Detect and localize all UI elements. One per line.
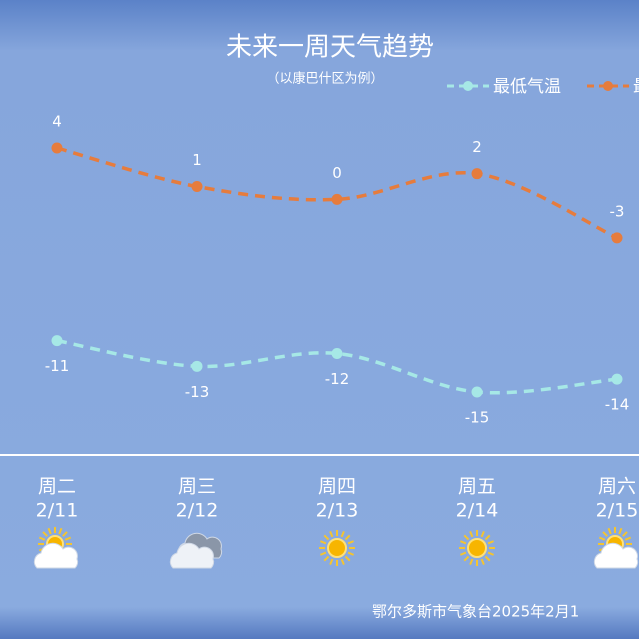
sun-ray bbox=[347, 551, 355, 556]
sun-ray bbox=[58, 527, 63, 535]
sun-ray bbox=[463, 534, 470, 541]
legend-marker bbox=[463, 81, 473, 91]
temp-point bbox=[331, 347, 343, 359]
sun-ray bbox=[607, 527, 612, 535]
temp-point bbox=[611, 232, 623, 244]
temp-point bbox=[331, 193, 343, 205]
temp-point bbox=[191, 181, 203, 193]
sun-ray bbox=[463, 555, 470, 562]
sun-ray bbox=[469, 558, 474, 566]
sun-ray bbox=[469, 530, 474, 538]
value-label: -11 bbox=[45, 357, 70, 375]
sun-ray bbox=[598, 536, 606, 541]
sun-ray bbox=[340, 558, 345, 566]
sun-ray bbox=[347, 540, 355, 545]
cloud bbox=[593, 542, 639, 569]
sun-ray bbox=[323, 555, 330, 562]
value-label: -3 bbox=[610, 202, 625, 220]
weather-icon bbox=[33, 527, 79, 569]
temp-point bbox=[471, 168, 483, 180]
sun-ray bbox=[42, 531, 48, 537]
sun-ray bbox=[459, 551, 467, 556]
chart-title: 未来一周天气趋势 bbox=[226, 33, 434, 63]
date-label: 2/11 bbox=[36, 500, 79, 522]
temp-point bbox=[51, 142, 63, 154]
x-tick-label: 周四 bbox=[318, 476, 356, 498]
temp-point bbox=[191, 360, 203, 372]
date-label: 2/14 bbox=[456, 500, 499, 522]
sun-ray bbox=[344, 534, 351, 541]
legend-label: 最 bbox=[633, 77, 639, 97]
value-label: 0 bbox=[332, 164, 342, 182]
sun-ray bbox=[38, 536, 46, 541]
sun-ray bbox=[64, 536, 72, 541]
sun-ray bbox=[484, 534, 491, 541]
sun-ray bbox=[480, 558, 485, 566]
value-label: -14 bbox=[605, 396, 630, 414]
value-label: 2 bbox=[472, 138, 482, 156]
legend-label: 最低气温 bbox=[493, 77, 561, 97]
x-tick-label: 周三 bbox=[178, 476, 216, 498]
weather-icon bbox=[319, 530, 355, 566]
value-label: -13 bbox=[185, 383, 210, 401]
temp-point bbox=[611, 373, 623, 385]
sun bbox=[467, 538, 487, 558]
chart-subtitle: （以康巴什区为例） bbox=[266, 71, 383, 87]
x-tick-label: 周五 bbox=[458, 476, 496, 498]
weather-icon bbox=[593, 527, 639, 569]
date-label: 2/13 bbox=[316, 500, 359, 522]
temp-point bbox=[51, 335, 63, 347]
sun-ray bbox=[62, 531, 68, 537]
temp-point bbox=[471, 386, 483, 398]
value-label: -12 bbox=[325, 370, 350, 388]
sun-ray bbox=[459, 540, 467, 545]
cloud bbox=[169, 542, 215, 569]
sun-ray bbox=[487, 551, 495, 556]
sun-ray bbox=[622, 531, 628, 537]
footer: 鄂尔多斯市气象台2025年2月1 bbox=[372, 603, 579, 621]
sun-ray bbox=[480, 530, 485, 538]
sun-ray bbox=[319, 551, 327, 556]
legend-marker bbox=[603, 81, 613, 91]
sun-ray bbox=[602, 531, 608, 537]
x-tick-label: 周二 bbox=[38, 476, 76, 498]
sun-ray bbox=[344, 555, 351, 562]
cloud bbox=[33, 542, 79, 569]
sun-ray bbox=[618, 527, 623, 535]
value-label: 1 bbox=[192, 151, 202, 169]
x-tick-label: 周六 bbox=[598, 476, 636, 498]
sun-ray bbox=[340, 530, 345, 538]
value-label: -15 bbox=[465, 409, 490, 427]
sun-ray bbox=[329, 530, 334, 538]
sun-ray bbox=[487, 540, 495, 545]
sun bbox=[327, 538, 347, 558]
sun-ray bbox=[624, 536, 632, 541]
weather-icon bbox=[459, 530, 495, 566]
weather-icon bbox=[169, 532, 223, 569]
date-label: 2/12 bbox=[176, 500, 219, 522]
date-label: 2/15 bbox=[596, 500, 639, 522]
sun-ray bbox=[323, 534, 330, 541]
sun-ray bbox=[319, 540, 327, 545]
temp-line bbox=[56, 146, 618, 240]
value-label: 4 bbox=[52, 113, 62, 131]
sun-ray bbox=[329, 558, 334, 566]
sun-ray bbox=[484, 555, 491, 562]
sun-ray bbox=[47, 527, 52, 535]
